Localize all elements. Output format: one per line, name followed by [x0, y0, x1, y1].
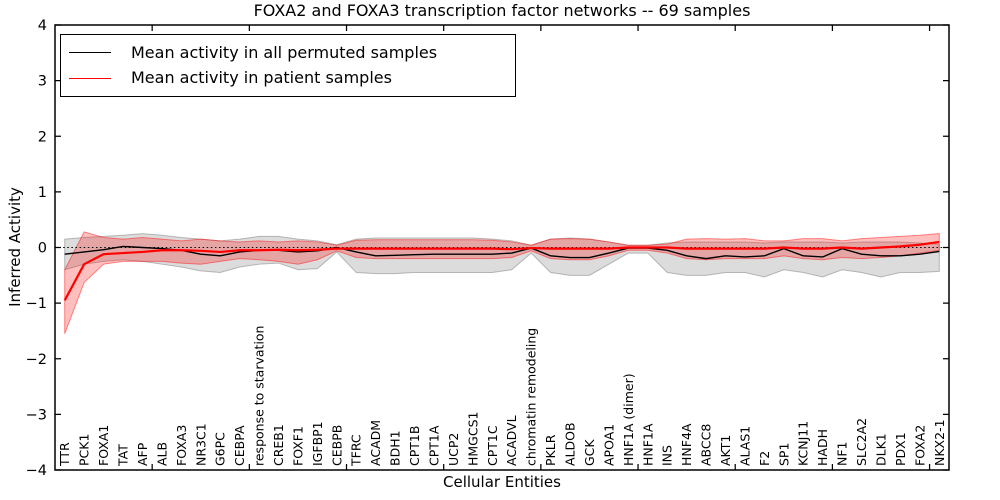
entity-label: PKLR — [543, 434, 558, 466]
entity-label: DLK1 — [873, 433, 888, 466]
entity-label: HNF1A — [640, 423, 655, 466]
entity-label: CPT1C — [485, 425, 500, 466]
legend-item-patient: Mean activity in patient samples — [69, 69, 505, 87]
entity-label: BDH1 — [388, 430, 403, 466]
entity-label: FOXA1 — [96, 425, 111, 466]
y-tick-label: −4 — [26, 463, 47, 479]
entity-label: HMGCS1 — [465, 412, 480, 467]
entity-label: ALDOB — [563, 422, 578, 466]
entity-label: FOXF1 — [290, 426, 305, 466]
entity-label: INS — [660, 445, 675, 466]
y-tick-label: −1 — [26, 296, 47, 312]
entity-label: ACADVL — [504, 415, 519, 466]
entity-label: TFRC — [349, 434, 364, 467]
entity-label: HNF4A — [679, 423, 694, 466]
line-permuted — [64, 245, 940, 260]
entity-label: ALB — [154, 442, 169, 466]
x-axis-label: Cellular Entities — [443, 473, 561, 491]
entity-label: AKT1 — [718, 435, 733, 466]
entity-label: CEBPA — [232, 425, 247, 466]
y-tick-label: −3 — [26, 407, 47, 423]
entity-label: SP1 — [776, 443, 791, 466]
legend-line-permuted-icon — [69, 52, 111, 54]
entity-label: AFP — [135, 442, 150, 466]
entity-label: HADH — [815, 429, 830, 466]
entity-label: NR3C1 — [193, 423, 208, 466]
entity-label: FOXA3 — [174, 425, 189, 466]
legend-line-patient-icon — [69, 77, 111, 79]
entity-label: CPT1B — [407, 426, 422, 466]
y-tick-label: −2 — [26, 352, 47, 368]
entity-label: chromatin remodeling — [524, 328, 539, 466]
entity-label: NKX2-1 — [932, 419, 947, 466]
entity-label: HNF1A (dimer) — [621, 373, 636, 466]
entity-label: G6PC — [213, 432, 228, 466]
entity-label: F2 — [757, 451, 772, 466]
chart-title: FOXA2 and FOXA3 transcription factor net… — [253, 1, 751, 20]
y-tick-label: 1 — [38, 185, 47, 201]
entity-label: CEBPB — [329, 425, 344, 466]
entity-label: ABCC8 — [699, 424, 714, 466]
entity-label: NF1 — [835, 442, 850, 467]
entity-label: UCP2 — [446, 433, 461, 466]
legend-label-patient: Mean activity in patient samples — [131, 68, 392, 88]
entity-label: PCK1 — [77, 434, 92, 466]
entity-label: CPT1A — [426, 425, 441, 466]
y-tick-label: 4 — [38, 18, 47, 34]
legend-label-permuted: Mean activity in all permuted samples — [131, 42, 438, 62]
entity-label: APOA1 — [601, 424, 616, 466]
entity-label: PDX1 — [893, 432, 908, 466]
entity-label: ALAS1 — [737, 426, 752, 466]
entity-label: FOXA2 — [912, 425, 927, 466]
confidence-band-patient — [64, 231, 940, 334]
y-tick-label: 0 — [38, 241, 47, 257]
entity-label: IGFBP1 — [310, 421, 325, 466]
legend-item-permuted: Mean activity in all permuted samples — [69, 42, 505, 62]
line-patient — [63, 240, 940, 301]
entity-label: TTR — [57, 442, 72, 467]
entity-label: KCNJ11 — [796, 421, 811, 466]
entity-label: GCK — [582, 439, 597, 466]
y-tick-label: 3 — [38, 74, 47, 90]
entity-label: SLC2A2 — [854, 418, 869, 466]
entity-label: TAT — [116, 444, 131, 467]
legend: Mean activity in all permuted samples Me… — [60, 34, 516, 97]
y-tick-label: 2 — [38, 129, 47, 145]
confidence-band-permuted — [64, 233, 940, 278]
entity-label: response to starvation — [252, 326, 267, 467]
entity-label: ACADM — [368, 420, 383, 466]
entity-label: CREB1 — [271, 424, 286, 466]
y-axis-label: Inferred Activity — [6, 187, 24, 307]
